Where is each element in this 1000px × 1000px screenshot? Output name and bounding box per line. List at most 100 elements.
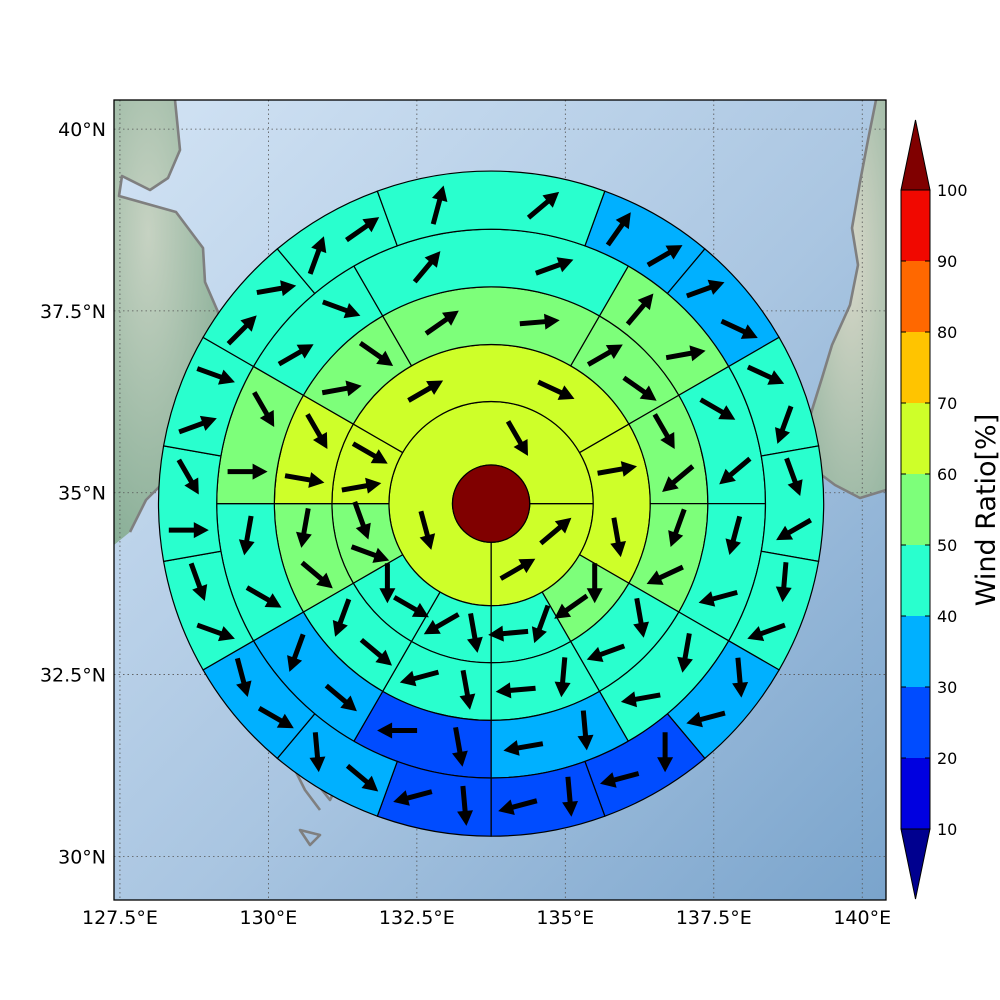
ring-5-wind-arrow <box>605 212 631 247</box>
ring-5-sector <box>760 445 825 563</box>
ring-5-wind-arrow <box>196 366 235 385</box>
ring-4-wind-arrow <box>324 683 357 712</box>
ring-3-wind-arrow <box>622 375 657 401</box>
colorbar: 10 20 30 40 50 60 70 80 90 100 <box>900 119 968 900</box>
colorbar-tick-label: 20 <box>937 749 957 768</box>
colorbar-tick-label: 100 <box>937 181 968 200</box>
ring-5-wind-arrow <box>307 236 327 275</box>
ring-4-wind-arrow <box>577 710 594 751</box>
colorbar-tick-label: 60 <box>937 465 957 484</box>
y-tick-label: 30°N <box>58 846 106 868</box>
ring-5-wind-arrow <box>775 562 792 603</box>
ring-5-wind-arrow <box>784 457 803 496</box>
ring-4-wind-arrow <box>322 299 361 319</box>
colorbar-tick-label: 90 <box>937 252 957 271</box>
ring-2-wind-arrow <box>341 477 382 494</box>
ring-5-wind-arrow <box>776 517 812 541</box>
ring-2-wind-arrow <box>537 379 575 400</box>
ring-4-wind-arrow <box>719 456 752 485</box>
colorbar-bin <box>901 758 930 829</box>
ring-3-wind-arrow <box>662 464 695 492</box>
ring-4-wind-arrow <box>625 293 654 326</box>
ring-5-wind-arrow <box>600 771 640 788</box>
ring-3-wind-arrow <box>554 657 571 698</box>
ring-2-wind-arrow <box>393 595 429 618</box>
ring-3-wind-arrow <box>424 310 459 336</box>
ring-4-wind-arrow <box>503 740 544 756</box>
y-tick-label: 32.5°N <box>40 665 106 687</box>
ring-2-wind-arrow <box>351 441 388 464</box>
ring-5-wind-arrow <box>257 706 294 729</box>
ring-5-wind-arrow <box>430 185 448 225</box>
ring-3-wind-arrow <box>358 341 394 366</box>
ring-5-wind-arrow <box>526 191 560 220</box>
colorbar-tick-label: 80 <box>937 323 957 342</box>
ring-5-wind-arrow <box>393 789 433 806</box>
ring-4-wind-arrow <box>252 391 275 427</box>
ring-5-wind-arrow <box>309 732 326 773</box>
ring-5-wind-arrow <box>732 657 749 698</box>
ring-3-wind-arrow <box>652 413 675 449</box>
colorbar-tick-label: 70 <box>937 394 957 413</box>
ring-1-wind-arrow <box>505 420 528 456</box>
ring-2-wind-arrow <box>531 604 551 644</box>
ring-1-wind-arrow <box>418 510 436 550</box>
ring-5-wind-arrow <box>178 415 217 435</box>
ring-4-wind-arrow <box>725 515 743 555</box>
ring-5-wind-arrow <box>345 217 380 243</box>
colorbar-bin <box>901 403 930 474</box>
ring-4-wind-arrow <box>277 344 314 367</box>
honshu-coastline <box>798 100 886 500</box>
map-area <box>114 100 886 900</box>
ring-3-wind-arrow <box>321 380 362 397</box>
ring-3-wind-arrow <box>459 669 476 710</box>
x-tick-label: 127.5°E <box>82 907 158 929</box>
ring-4-wind-arrow <box>238 515 255 556</box>
x-tick-label: 135°E <box>536 907 594 929</box>
ring-4-wind-arrow <box>677 633 693 673</box>
ring-2-wind-arrow <box>350 544 390 563</box>
ring-3-wind-arrow <box>305 413 328 449</box>
ring-3-wind-arrow <box>646 564 684 585</box>
colorbar-tick-label: 10 <box>937 820 957 839</box>
ring-5-wind-arrow <box>498 798 538 815</box>
ring-2-wind-arrow <box>597 461 637 477</box>
ring-2-wind-arrow <box>554 593 589 619</box>
ring-5-wind-arrow <box>562 776 578 817</box>
colorbar-bin <box>901 545 930 616</box>
ring-5-wind-arrow <box>686 279 725 299</box>
ring-4-wind-arrow <box>699 397 736 420</box>
ring-5-wind-arrow <box>646 245 683 268</box>
x-tick-label: 132.5°E <box>379 907 455 929</box>
ring-5-sector <box>376 170 606 247</box>
ring-5-wind-arrow <box>256 280 297 297</box>
ring-5-wind-arrow <box>188 562 208 601</box>
ring-5-wind-arrow <box>657 732 674 773</box>
ring-4-wind-arrow <box>698 590 738 607</box>
ring-4-wind-arrow <box>412 251 441 284</box>
ring-1-wind-arrow <box>539 517 572 546</box>
ring-3-wind-arrow <box>668 508 687 547</box>
ring-5-wind-arrow <box>345 763 379 792</box>
honshu-landmass <box>800 100 886 498</box>
ring-4-wind-arrow <box>245 585 282 608</box>
ring-4-wind-arrow <box>227 463 268 480</box>
colorbar-tick-label: 30 <box>937 678 957 697</box>
ring-2-wind-arrow <box>423 612 460 635</box>
x-tick-label: 140°E <box>833 907 891 929</box>
ring-5-wind-arrow <box>196 622 235 642</box>
ring-5-wind-arrow <box>686 710 726 728</box>
ring-3-wind-arrow <box>586 344 623 367</box>
colorbar-bin <box>901 332 930 403</box>
ring-3-wind-arrow <box>284 472 325 488</box>
ring-4-wind-arrow <box>535 257 574 276</box>
x-tick-label: 137.5°E <box>676 907 752 929</box>
colorbar-bin <box>901 261 930 332</box>
colorbar-over-triangle <box>900 119 931 191</box>
y-tick-label: 35°N <box>58 483 106 505</box>
ring-4-wind-arrow <box>452 727 468 767</box>
wind-ratio-sectors <box>157 170 825 837</box>
colorbar-bin <box>901 190 930 261</box>
ring-2-wind-arrow <box>379 563 396 604</box>
